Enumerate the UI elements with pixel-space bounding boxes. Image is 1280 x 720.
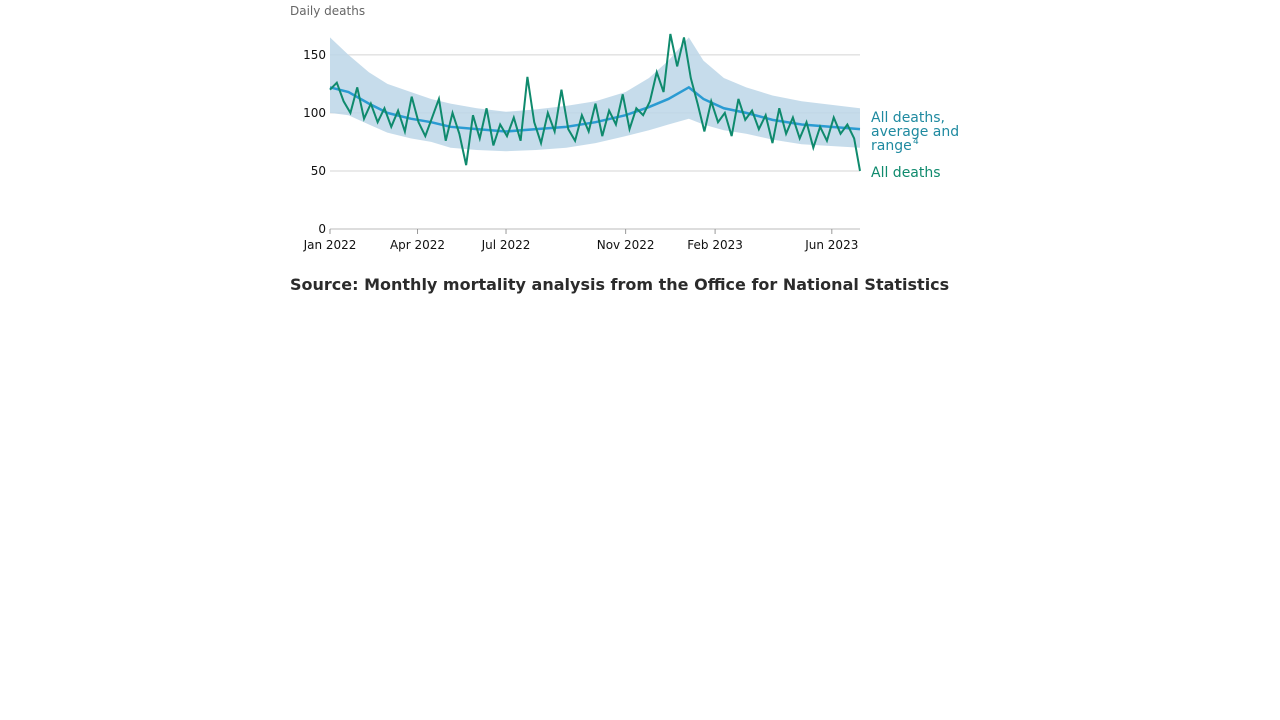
y-axis-ticks: 0 50 100 150 xyxy=(303,48,326,236)
all-deaths-line xyxy=(329,33,861,172)
legend-average-label-line: All deaths, xyxy=(871,110,945,126)
y-tick-label: 50 xyxy=(311,164,326,178)
y-tick-label: 0 xyxy=(318,222,326,236)
legend-average-label-line: average and xyxy=(871,124,959,140)
x-tick-label: Jun 2023 xyxy=(804,238,858,252)
legend-average-label-line: range xyxy=(871,138,912,154)
legend-all-deaths-label: All deaths xyxy=(871,165,941,181)
x-tick-label: Feb 2023 xyxy=(687,238,743,252)
x-tick-label: Apr 2022 xyxy=(390,238,445,252)
y-tick-label: 150 xyxy=(303,48,326,62)
x-tick-label: Nov 2022 xyxy=(597,238,655,252)
x-tick-label: Jan 2022 xyxy=(303,238,357,252)
series-layer xyxy=(329,33,861,172)
legend-footnote-marker: 4 xyxy=(913,137,919,147)
x-axis: Jan 2022 Apr 2022 Jul 2022 Nov 2022 Feb 2023… xyxy=(303,229,858,252)
x-tick-label: Jul 2022 xyxy=(481,238,531,252)
y-tick-label: 100 xyxy=(303,106,326,120)
y-axis-title: Daily deaths xyxy=(290,4,365,18)
source-note: Source: Monthly mortality analysis from … xyxy=(290,275,950,294)
